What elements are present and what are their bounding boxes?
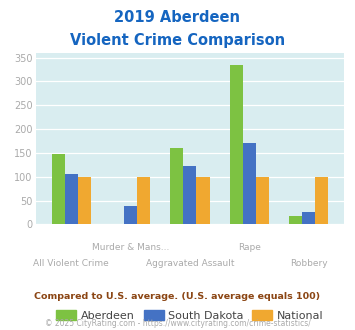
Text: Aggravated Assault: Aggravated Assault	[146, 259, 234, 268]
Text: Rape: Rape	[238, 243, 261, 251]
Bar	[289, 216, 302, 224]
Bar	[302, 212, 315, 224]
Text: © 2025 CityRating.com - https://www.cityrating.com/crime-statistics/: © 2025 CityRating.com - https://www.city…	[45, 319, 310, 328]
Bar	[78, 177, 91, 224]
Bar	[196, 177, 209, 224]
Bar	[137, 177, 150, 224]
Bar	[124, 206, 137, 224]
Text: Compared to U.S. average. (U.S. average equals 100): Compared to U.S. average. (U.S. average …	[34, 292, 321, 301]
Text: Violent Crime Comparison: Violent Crime Comparison	[70, 33, 285, 48]
Bar	[65, 174, 78, 224]
Text: All Violent Crime: All Violent Crime	[33, 259, 109, 268]
Bar	[51, 154, 65, 224]
Bar	[184, 166, 196, 224]
Legend: Aberdeen, South Dakota, National: Aberdeen, South Dakota, National	[52, 305, 328, 325]
Bar	[315, 177, 328, 224]
Bar	[243, 143, 256, 224]
Bar	[230, 65, 243, 224]
Text: Murder & Mans...: Murder & Mans...	[92, 243, 169, 251]
Text: 2019 Aberdeen: 2019 Aberdeen	[115, 10, 240, 25]
Text: Robbery: Robbery	[290, 259, 328, 268]
Bar	[170, 148, 184, 224]
Bar	[256, 177, 269, 224]
